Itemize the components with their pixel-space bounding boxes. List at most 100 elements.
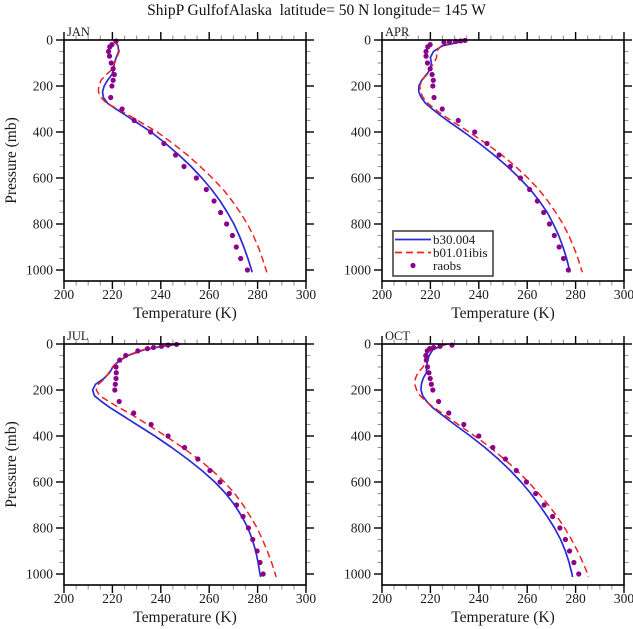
obs-point	[430, 83, 436, 89]
obs-point	[557, 525, 563, 531]
obs-point	[423, 53, 429, 59]
obs-point	[117, 357, 123, 363]
obs-point	[424, 60, 431, 66]
obs-point	[211, 198, 217, 204]
obs-point	[502, 456, 509, 462]
x-tick-label: 200	[372, 591, 393, 606]
x-tick-label: 200	[54, 591, 75, 606]
obs-point	[135, 348, 141, 354]
obs-point	[441, 39, 447, 45]
obs-point	[181, 444, 188, 451]
obs-point	[423, 357, 429, 363]
obs-point	[112, 381, 118, 387]
obs-point	[110, 66, 116, 72]
panel-month-label: OCT	[385, 329, 410, 343]
obs-point	[193, 175, 199, 181]
obs-point	[112, 387, 118, 393]
series-raobs-dots	[423, 37, 571, 273]
obs-point	[110, 77, 116, 83]
y-tick-label: 0	[46, 337, 53, 352]
figure-title: ShipP GulfofAlaska latitude= 50 N longit…	[147, 2, 486, 19]
obs-point	[427, 66, 433, 72]
x-tick-label: 240	[469, 287, 490, 302]
panel-frame	[381, 343, 625, 586]
x-tick-label: 220	[102, 287, 123, 302]
panel-frame	[63, 39, 307, 282]
y-tick-label: 600	[33, 171, 54, 186]
obs-point	[181, 163, 187, 170]
y-tick-label: 200	[351, 383, 372, 398]
obs-point	[161, 140, 167, 147]
y-tick-label: 200	[33, 79, 54, 94]
obs-point	[428, 381, 434, 387]
x-tick-label: 220	[102, 591, 123, 606]
obs-point	[430, 387, 436, 393]
obs-point	[576, 571, 582, 577]
x-tick-label: 260	[199, 591, 220, 606]
obs-point	[245, 525, 252, 531]
series-b01.01ibis-line	[95, 343, 277, 578]
series-b30.004-line	[420, 343, 574, 578]
obs-point	[165, 433, 171, 439]
x-tick-label: 280	[247, 591, 268, 606]
obs-point	[425, 44, 431, 50]
y-tick-label: 1000	[344, 567, 371, 582]
obs-point	[546, 221, 553, 227]
legend-entry-b30.004: b30.004	[395, 232, 476, 247]
obs-point	[551, 232, 557, 239]
x-tick-label: 300	[296, 591, 317, 606]
y-tick-label: 800	[33, 521, 54, 536]
obs-point	[229, 232, 236, 239]
obs-point	[423, 48, 429, 55]
obs-point	[217, 479, 223, 485]
legend-label: raobs	[433, 258, 461, 273]
x-tick-label: 260	[517, 287, 538, 302]
x-tick-label: 240	[151, 287, 172, 302]
obs-point	[203, 186, 209, 193]
y-axis-title: Pressure (mb)	[3, 117, 20, 204]
obs-point	[566, 548, 573, 554]
obs-point	[446, 410, 452, 416]
obs-point	[533, 490, 539, 497]
obs-point	[131, 410, 137, 416]
y-tick-label: 0	[46, 33, 53, 48]
obs-point	[541, 209, 547, 216]
panel-jul: JUL 200 220 240 260 280 300 0 200 400 600 800 1000 Te…	[3, 329, 316, 626]
y-tick-label: 1000	[26, 567, 53, 582]
obs-point	[260, 571, 266, 577]
obs-point	[517, 175, 524, 181]
x-axis-title: Temperature (K)	[451, 609, 554, 626]
obs-point	[116, 398, 122, 405]
y-tick-label: 400	[33, 429, 54, 444]
x-tick-label: 240	[151, 591, 172, 606]
y-tick-label: 600	[351, 171, 372, 186]
obs-point	[541, 502, 547, 508]
obs-point	[429, 71, 435, 78]
y-tick-label: 400	[33, 125, 54, 140]
y-tick-label: 800	[351, 217, 372, 232]
x-tick-label: 280	[565, 287, 586, 302]
obs-point	[113, 370, 119, 376]
y-tick-label: 800	[351, 521, 372, 536]
obs-point	[105, 48, 112, 55]
obs-point	[233, 502, 240, 508]
x-tick-label: 280	[565, 591, 586, 606]
legend-box	[392, 230, 494, 277]
x-tick-label: 220	[420, 591, 441, 606]
obs-point	[108, 60, 114, 66]
obs-point	[108, 94, 114, 101]
x-tick-label: 200	[372, 287, 393, 302]
obs-point	[562, 536, 569, 543]
y-tick-label: 0	[364, 33, 371, 48]
y-tick-label: 600	[351, 475, 372, 490]
panel-month-label: JAN	[67, 25, 90, 39]
obs-point	[207, 467, 213, 474]
obs-point	[461, 421, 467, 428]
obs-point	[550, 513, 556, 520]
obs-point	[436, 398, 442, 405]
obs-point	[217, 209, 224, 216]
y-tick-label: 400	[351, 429, 372, 444]
legend-dot-sample	[410, 262, 416, 269]
legend-entry-b01.01ibis: b01.01ibis	[395, 245, 488, 260]
obs-point	[224, 221, 230, 227]
